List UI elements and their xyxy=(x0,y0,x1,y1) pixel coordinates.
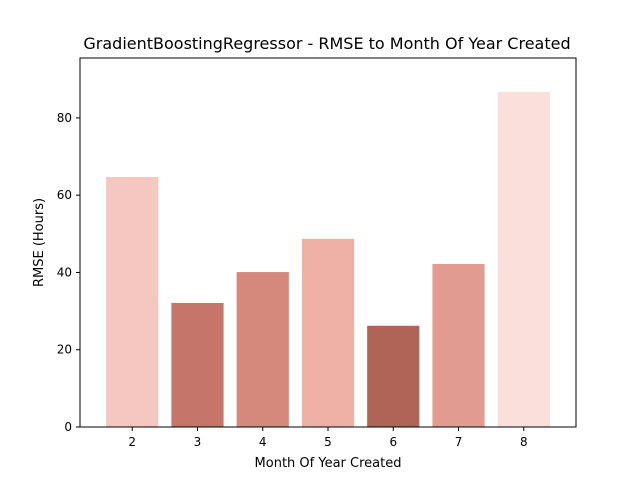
x-tick-label: 7 xyxy=(455,435,463,449)
bar-month-3 xyxy=(171,302,224,427)
y-tick-label: 60 xyxy=(57,188,72,202)
bar-month-5 xyxy=(301,238,355,427)
plot-frame xyxy=(79,57,577,428)
bar-month-6 xyxy=(367,325,420,427)
y-tick-label: 80 xyxy=(57,111,72,125)
x-ticks-group: 2 3 4 5 6 7 8 xyxy=(128,427,528,449)
bar-month-2 xyxy=(106,177,159,427)
x-tick-label: 4 xyxy=(259,435,267,449)
x-tick-label: 5 xyxy=(324,435,332,449)
y-tick-label: 20 xyxy=(57,343,72,357)
y-ticks-group: 0 20 40 60 80 xyxy=(57,111,80,434)
x-tick-label: 3 xyxy=(194,435,202,449)
y-axis-label: RMSE (Hours) xyxy=(32,198,47,287)
x-tick-label: 8 xyxy=(520,435,528,449)
bar-month-7 xyxy=(432,263,485,427)
bars-group xyxy=(106,92,550,428)
bar-month-4 xyxy=(236,272,289,427)
x-tick-label: 2 xyxy=(128,435,136,449)
x-axis-label: Month Of Year Created xyxy=(255,456,402,471)
y-tick-label: 40 xyxy=(57,265,72,279)
bar-month-8 xyxy=(497,92,550,428)
x-tick-label: 6 xyxy=(389,435,397,449)
y-tick-label: 0 xyxy=(64,420,72,434)
chart-title: GradientBoostingRegressor - RMSE to Mont… xyxy=(83,34,570,53)
